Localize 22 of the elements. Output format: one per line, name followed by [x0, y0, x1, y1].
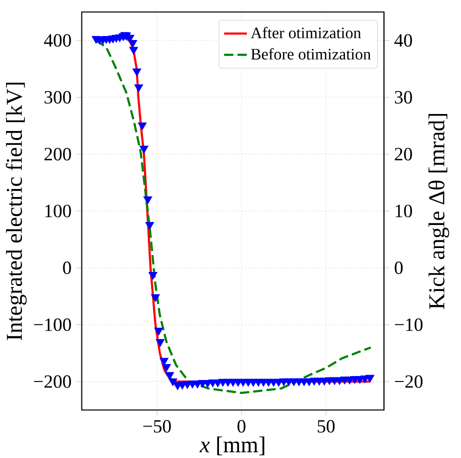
- y2-tick-label: −20: [394, 375, 423, 388]
- y2-tick-label: 10: [396, 204, 412, 218]
- y2-tick-label: 20: [394, 148, 412, 160]
- y-tick-label: −200: [34, 375, 71, 388]
- y-tick-label: 100: [45, 204, 71, 218]
- y2-tick-label: 0: [394, 262, 403, 274]
- y-tick-label: 0: [63, 262, 71, 274]
- y-tick-label: 400: [44, 34, 71, 47]
- x-tick-label: −50: [143, 420, 171, 433]
- legend-label: Before otimization: [251, 48, 371, 60]
- legend-label: After otimization: [250, 26, 361, 38]
- y2-axis-title: Kick angle Δθ [mrad]: [428, 114, 450, 309]
- y-tick-label: −100: [34, 318, 71, 332]
- y2-tick-label: 40: [394, 34, 412, 47]
- y-tick-label: 300: [44, 90, 71, 104]
- y-axis-title: Integrated electric field [kV]: [6, 82, 27, 340]
- x-tick-label: 0: [238, 420, 246, 433]
- x-tick-label: 50: [318, 420, 335, 433]
- y2-tick-label: −10: [394, 318, 423, 332]
- y2-tick-label: 30: [394, 90, 412, 104]
- y-tick-label: 200: [44, 148, 71, 160]
- x-axis-title: x [mm]: [200, 436, 264, 456]
